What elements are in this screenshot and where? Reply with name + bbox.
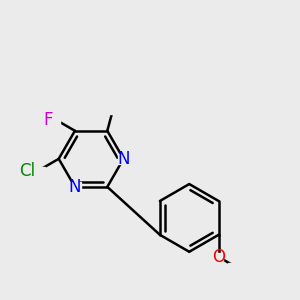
Text: O: O xyxy=(212,248,225,266)
Bar xyxy=(52,116,60,124)
Bar xyxy=(29,167,45,176)
Bar xyxy=(228,263,246,272)
Bar xyxy=(69,182,80,192)
Bar xyxy=(118,154,129,164)
Bar xyxy=(214,253,223,261)
Text: F: F xyxy=(43,111,53,129)
Text: Cl: Cl xyxy=(20,162,36,180)
Bar xyxy=(105,105,121,114)
Text: N: N xyxy=(69,178,81,196)
Text: N: N xyxy=(117,150,130,168)
